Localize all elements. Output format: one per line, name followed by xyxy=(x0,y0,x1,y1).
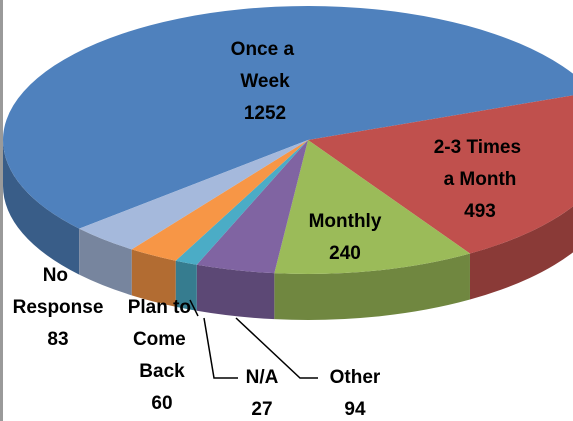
slice-side xyxy=(175,260,197,311)
slice-side xyxy=(196,264,275,320)
value-label: 60 xyxy=(151,393,172,414)
value-label: 83 xyxy=(47,329,68,350)
slice xyxy=(79,140,308,250)
value-label: 27 xyxy=(251,399,272,420)
category-label: No Response xyxy=(13,265,104,318)
slice xyxy=(196,140,308,274)
value-label: 1252 xyxy=(244,103,286,124)
slice-side xyxy=(3,140,80,275)
value-label: 94 xyxy=(344,399,366,420)
pie xyxy=(3,6,573,320)
category-label: 2-3 Times a Month xyxy=(434,137,527,190)
slice-side xyxy=(131,249,176,307)
category-label: Other xyxy=(330,367,381,388)
leader-line xyxy=(235,317,318,379)
labels: Once a Week 1252 2-3 Times a Month 493 Month… xyxy=(13,39,527,420)
slice xyxy=(175,140,308,265)
slice-side xyxy=(469,206,573,300)
slice-side xyxy=(274,253,470,320)
leader-lines xyxy=(189,299,318,379)
leader-line xyxy=(203,317,238,379)
slice xyxy=(308,95,573,254)
leader-line xyxy=(189,299,199,317)
slice xyxy=(274,140,470,274)
value-label: 240 xyxy=(329,243,361,264)
slice xyxy=(3,6,573,229)
value-label: 493 xyxy=(464,201,496,222)
slice xyxy=(131,140,308,261)
category-label: N/A xyxy=(246,367,279,388)
slice-side xyxy=(79,228,132,296)
category-label: Once a Week xyxy=(231,39,300,92)
category-label: Plan to Come Back xyxy=(128,297,197,382)
category-label: Monthly xyxy=(309,211,382,232)
